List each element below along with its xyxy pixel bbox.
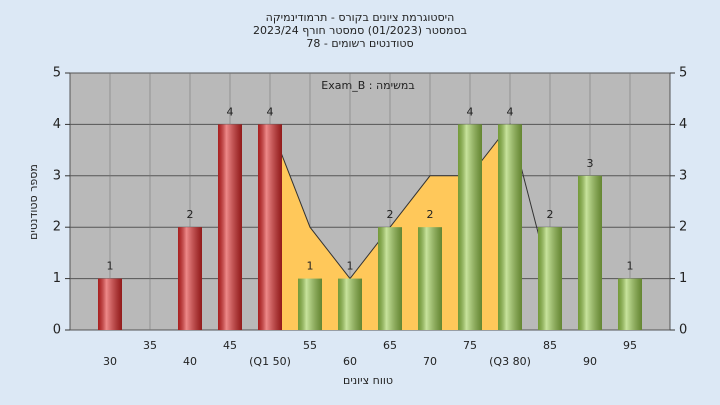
x-tick-label: 90 (583, 355, 597, 368)
x-tick-label: 45 (223, 339, 237, 352)
value-label: 1 (107, 260, 114, 273)
y-tick-label: 1 (53, 271, 61, 286)
x-tick-label: 35 (143, 339, 157, 352)
chart-title: היסטוגרמת ציונים בקורס - תרמודינמיקה (266, 11, 455, 24)
x-tick-label: 95 (623, 339, 637, 352)
y-tick-label: 4 (53, 117, 61, 132)
y-axis-label: מספר סטודנטים (27, 164, 40, 240)
y2-tick-label: 1 (679, 271, 687, 286)
bar-shade (418, 227, 442, 330)
value-label: 4 (507, 105, 514, 118)
y2-tick-label: 0 (679, 323, 687, 338)
bar-shade (178, 227, 202, 330)
x-tick-label: 85 (543, 339, 557, 352)
bar-shade (618, 278, 642, 330)
x-tick-label: 70 (423, 355, 437, 368)
bar-shade (578, 175, 602, 330)
y2-tick-label: 5 (679, 66, 687, 81)
value-label: 1 (627, 260, 634, 273)
bar-shade (338, 278, 362, 330)
bar-shade (378, 227, 402, 330)
value-label: 4 (227, 105, 234, 118)
bar-shade (98, 278, 122, 330)
annotation: במשימה : Exam_B (321, 79, 414, 92)
bar-shade (258, 124, 282, 331)
chart-subtitle: סטודנטים רשומים - 78 (306, 37, 413, 50)
x-tick-label: 55 (303, 339, 317, 352)
value-label: 2 (187, 208, 194, 221)
y-tick-label: 3 (53, 168, 61, 183)
value-label: 2 (427, 208, 434, 221)
value-label: 1 (307, 260, 314, 273)
y2-tick-label: 2 (679, 220, 687, 235)
bar-shade (298, 278, 322, 330)
value-label: 1 (347, 260, 354, 273)
x-tick-label: 65 (383, 339, 397, 352)
y-tick-label: 5 (53, 66, 61, 81)
x-tick-label: (Q1 50) (249, 355, 291, 368)
value-label: 4 (467, 105, 474, 118)
x-tick-label: (Q3 80) (489, 355, 531, 368)
value-label: 2 (547, 208, 554, 221)
chart-subtitle: בסמסטר (01/2023) סמסטר חורף 2023/24 (253, 24, 467, 37)
x-axis-label: טווח ציונים (343, 374, 393, 387)
bar-shade (458, 124, 482, 331)
y-tick-label: 2 (53, 220, 61, 235)
bar-shade (218, 124, 242, 331)
x-tick-label: 40 (183, 355, 197, 368)
x-tick-label: 30 (103, 355, 117, 368)
bar-shade (538, 227, 562, 330)
value-label: 4 (267, 105, 274, 118)
x-tick-label: 60 (343, 355, 357, 368)
y-tick-label: 0 (53, 323, 61, 338)
y2-tick-label: 4 (679, 117, 687, 132)
x-tick-label: 75 (463, 339, 477, 352)
value-label: 3 (587, 157, 594, 170)
y2-tick-label: 3 (679, 168, 687, 183)
value-label: 2 (387, 208, 394, 221)
bar-shade (498, 124, 522, 331)
